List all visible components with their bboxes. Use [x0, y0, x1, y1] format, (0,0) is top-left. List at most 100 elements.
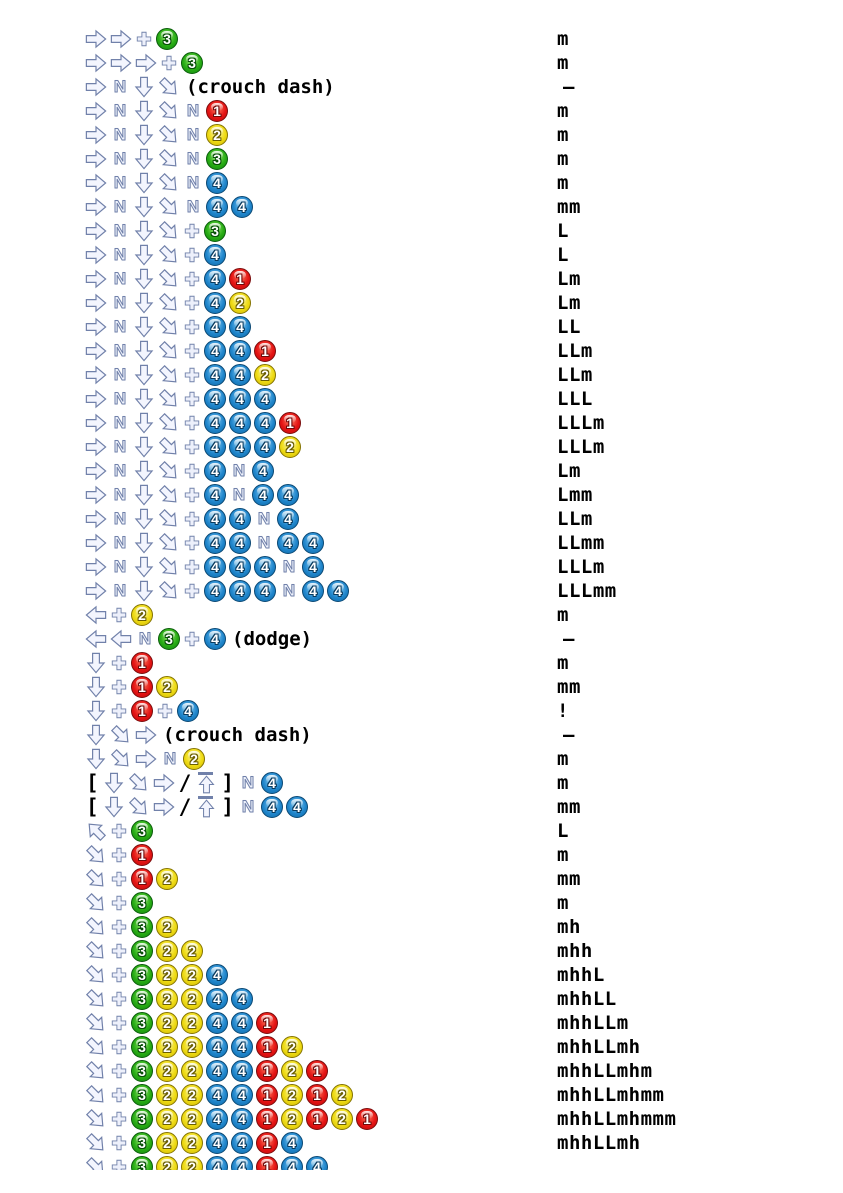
forward-arrow-icon	[85, 436, 107, 458]
button-4-icon: 4	[229, 532, 251, 554]
down-arrow-icon	[133, 340, 155, 362]
forward-arrow-icon	[85, 220, 107, 242]
down-forward-arrow-icon	[85, 1108, 107, 1130]
forward-arrow-icon	[135, 748, 157, 770]
hit-level: LLm	[557, 508, 593, 530]
down-arrow-icon	[133, 460, 155, 482]
down-forward-arrow-icon	[110, 748, 132, 770]
plus-icon	[110, 1062, 128, 1080]
button-2-icon: 2	[181, 1012, 203, 1034]
button-4-icon: 4	[206, 964, 228, 986]
down-arrow-icon	[133, 172, 155, 194]
forward-arrow-icon	[110, 52, 132, 74]
button-4-icon: 4	[229, 364, 251, 386]
button-4-icon: 4	[231, 1132, 253, 1154]
hit-level: mhhL	[557, 964, 605, 986]
button-4-icon: 4	[277, 508, 299, 530]
button-1-icon: 1	[131, 700, 153, 722]
button-4-icon: 4	[204, 268, 226, 290]
move-row: N 4 N 4 4 Lmm	[0, 483, 843, 507]
down-forward-arrow-icon	[128, 796, 150, 818]
down-arrow-icon	[133, 484, 155, 506]
down-arrow-icon	[133, 268, 155, 290]
forward-arrow-icon	[85, 460, 107, 482]
hit-level: Lm	[557, 460, 581, 482]
neutral-icon: N	[113, 365, 127, 385]
move-row: N 4 1 Lm	[0, 267, 843, 291]
plus-icon	[110, 1134, 128, 1152]
down-arrow-icon	[133, 316, 155, 338]
button-1-icon: 1	[256, 1132, 278, 1154]
hit-level: L	[557, 220, 569, 242]
neutral-icon: N	[186, 149, 200, 169]
button-3-icon: 3	[156, 28, 178, 50]
neutral-icon: N	[163, 749, 177, 769]
move-note: (dodge)	[232, 628, 313, 650]
input-sequence: [/] N 4 4	[85, 796, 308, 818]
open-bracket: [	[86, 771, 99, 795]
neutral-icon: N	[232, 485, 246, 505]
move-note: (crouch dash)	[186, 76, 335, 98]
down-forward-arrow-icon	[85, 1084, 107, 1106]
input-sequence: 2	[85, 604, 153, 626]
down-forward-arrow-icon	[85, 1132, 107, 1154]
move-row: N 3 4 (dodge) –	[0, 627, 843, 651]
hit-level: L	[557, 820, 569, 842]
button-3-icon: 3	[131, 916, 153, 938]
button-4-icon: 4	[206, 1132, 228, 1154]
button-1-icon: 1	[306, 1060, 328, 1082]
button-1-icon: 1	[256, 1036, 278, 1058]
button-2-icon: 2	[156, 868, 178, 890]
button-4-icon: 4	[204, 532, 226, 554]
button-4-icon: 4	[231, 196, 253, 218]
button-4-icon: 4	[206, 1012, 228, 1034]
up-arrow-hold-icon	[195, 796, 217, 818]
button-4-icon: 4	[206, 1084, 228, 1106]
forward-arrow-icon	[85, 124, 107, 146]
forward-arrow-icon	[85, 292, 107, 314]
button-4-icon: 4	[206, 1060, 228, 1082]
neutral-icon: N	[113, 461, 127, 481]
move-row: N 4 4 N 4 4 LLmm	[0, 531, 843, 555]
down-arrow-icon	[133, 220, 155, 242]
plus-icon	[183, 222, 201, 240]
button-4-icon: 4	[277, 532, 299, 554]
button-3-icon: 3	[131, 988, 153, 1010]
button-4-icon: 4	[229, 436, 251, 458]
neutral-icon: N	[113, 149, 127, 169]
down-forward-arrow-icon	[158, 460, 180, 482]
neutral-icon: N	[113, 125, 127, 145]
button-4-icon: 4	[204, 340, 226, 362]
plus-icon	[183, 390, 201, 408]
plus-icon	[183, 438, 201, 456]
button-4-icon: 4	[177, 700, 199, 722]
button-4-icon: 4	[302, 556, 324, 578]
button-4-icon: 4	[204, 388, 226, 410]
hit-level: mhh	[557, 940, 593, 962]
button-3-icon: 3	[158, 628, 180, 650]
down-forward-arrow-icon	[158, 364, 180, 386]
down-arrow-icon	[133, 100, 155, 122]
close-bracket: ]	[221, 795, 234, 819]
button-2-icon: 2	[181, 1036, 203, 1058]
forward-arrow-icon	[85, 196, 107, 218]
down-arrow-icon	[133, 412, 155, 434]
button-4-icon: 4	[204, 364, 226, 386]
button-1-icon: 1	[256, 1060, 278, 1082]
neutral-icon: N	[186, 173, 200, 193]
button-4-icon: 4	[204, 292, 226, 314]
hit-level: mm	[557, 196, 581, 218]
neutral-icon: N	[241, 773, 255, 793]
